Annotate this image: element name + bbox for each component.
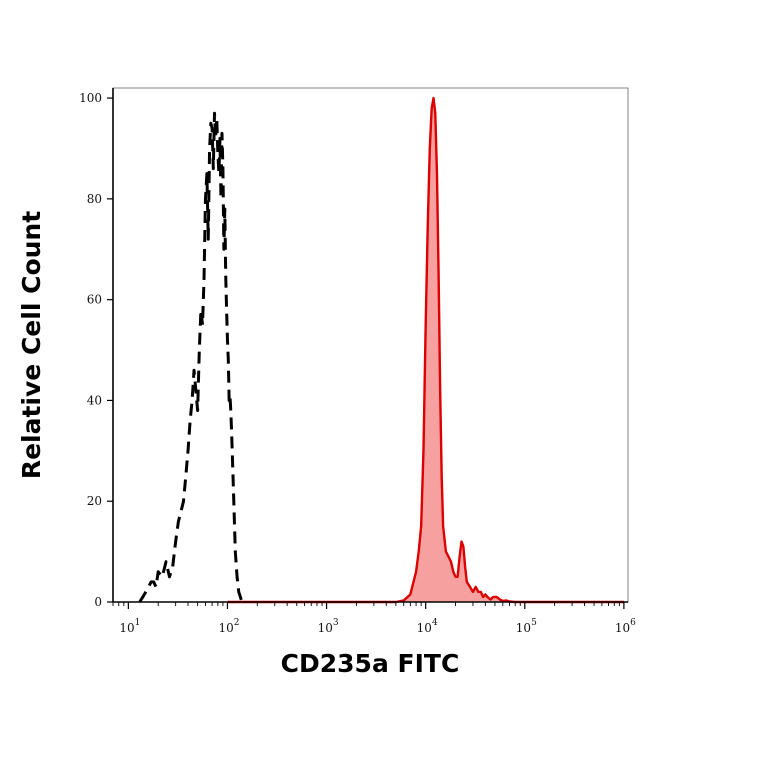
x-axis-title: CD235a FITC xyxy=(281,649,460,678)
y-tick-label: 40 xyxy=(87,393,102,407)
y-tick-label: 20 xyxy=(87,494,102,508)
plot-area xyxy=(138,96,624,604)
x-tick-label: 101 xyxy=(119,618,140,635)
x-tick-label: 105 xyxy=(516,618,537,635)
x-tick-label: 106 xyxy=(615,618,636,635)
x-tick-label: 103 xyxy=(318,618,339,635)
y-axis-title: Relative Cell Count xyxy=(17,211,46,479)
y-tick-label: 80 xyxy=(87,192,102,206)
stained-histogram-line xyxy=(227,96,624,604)
axes: 101 102 103 104 105 106 0 20 40 60 80 100 xyxy=(79,87,636,635)
y-tick-label: 60 xyxy=(87,293,102,307)
x-tick-label: 102 xyxy=(218,618,239,635)
control-histogram-line xyxy=(138,111,245,604)
y-tick-label: 100 xyxy=(79,91,102,105)
x-tick-label: 104 xyxy=(417,618,438,635)
y-tick-label: 0 xyxy=(94,595,102,609)
